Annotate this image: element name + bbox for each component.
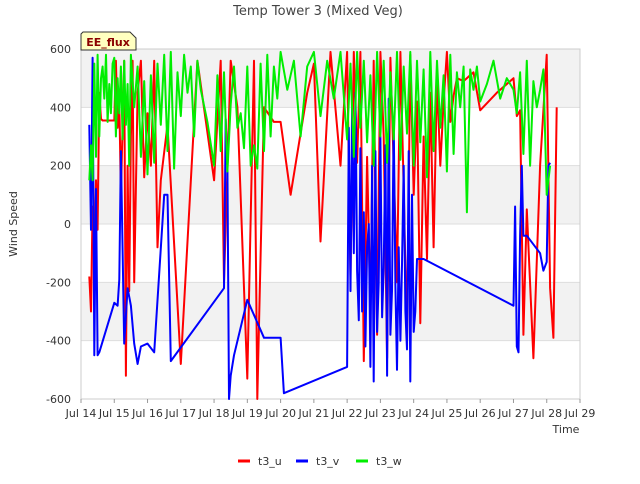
x-tick-label: Jul 18: [198, 407, 230, 420]
x-tick-label: Jul 27: [497, 407, 529, 420]
y-axis-ticks: -600 -400 -200 0 200 400 600: [46, 43, 71, 406]
chart-title: Temp Tower 3 (Mixed Veg): [232, 4, 403, 19]
x-tick-label: Jul 23: [364, 407, 396, 420]
series-line-t3-v: [88, 56, 551, 400]
y-axis-label: Wind Speed: [7, 191, 20, 257]
y-tick-label: 600: [50, 43, 71, 56]
x-tick-label: Jul 29: [564, 407, 596, 420]
x-tick-label: Jul 26: [464, 407, 496, 420]
x-axis-label: Time: [552, 423, 580, 436]
series-lines: [88, 50, 558, 400]
legend-label: t3_u: [258, 455, 282, 468]
x-tick-label: Jul 20: [264, 407, 296, 420]
y-tick-label: 0: [64, 218, 71, 231]
y-tick-label: -600: [46, 393, 71, 406]
x-tick-label: Jul 14: [65, 407, 97, 420]
badge-label: EE_flux: [86, 36, 130, 49]
legend-item-t3-u: t3_u: [238, 455, 282, 468]
ee-flux-badge: EE_flux: [80, 31, 137, 51]
legend-label: t3_w: [376, 455, 402, 468]
x-tick-label: Jul 24: [397, 407, 429, 420]
x-tick-label: Jul 15: [98, 407, 130, 420]
x-axis-ticks: Jul 14 Jul 15 Jul 16 Jul 17 Jul 18 Jul 19 Jul …: [65, 399, 596, 420]
x-tick-label: Jul 17: [164, 407, 196, 420]
badge-box: [80, 31, 137, 51]
legend: t3_u t3_v t3_w: [238, 455, 402, 468]
series-line-t3-w: [88, 50, 552, 214]
x-tick-label: Jul 28: [530, 407, 562, 420]
y-tick-label: -200: [46, 276, 71, 289]
legend-item-t3-v: t3_v: [296, 455, 340, 468]
x-tick-label: Jul 25: [431, 407, 463, 420]
y-tick-label: 400: [50, 101, 71, 114]
legend-label: t3_v: [316, 455, 340, 468]
plot-band: [81, 282, 580, 341]
x-tick-label: Jul 19: [231, 407, 263, 420]
plot-frame: [80, 48, 581, 400]
x-tick-label: Jul 16: [131, 407, 163, 420]
y-tick-label: 200: [50, 160, 71, 173]
x-tick-label: Jul 21: [297, 407, 329, 420]
x-tick-label: Jul 22: [331, 407, 363, 420]
legend-item-t3-w: t3_w: [356, 455, 402, 468]
y-tick-label: -400: [46, 335, 71, 348]
